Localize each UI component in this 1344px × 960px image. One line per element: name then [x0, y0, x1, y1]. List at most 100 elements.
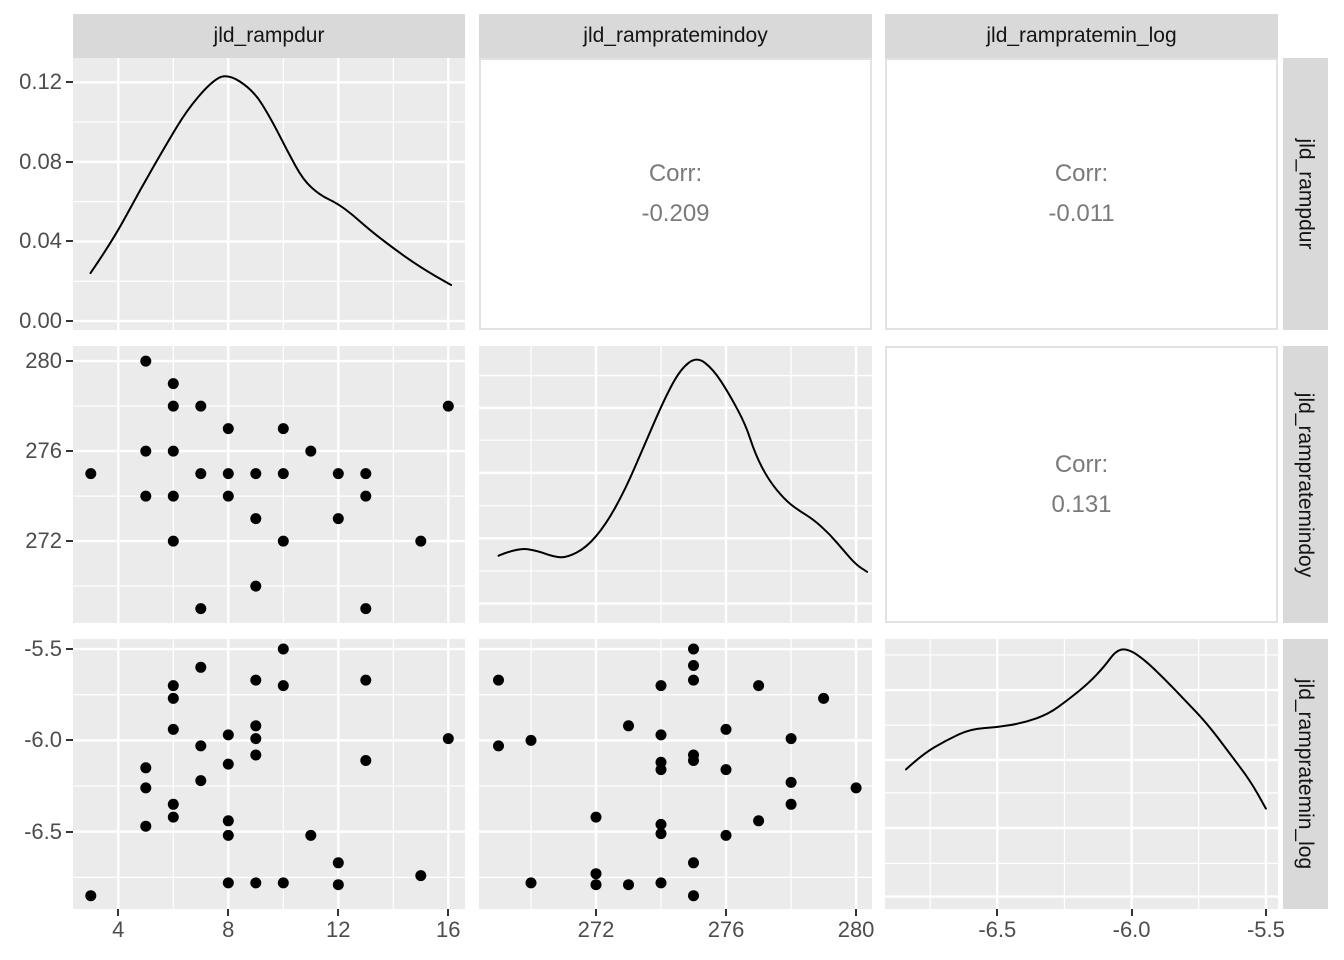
scatter-point [167, 445, 179, 457]
panel-canvas-r3c2 [479, 639, 872, 909]
x-tick-label: -5.5 [1246, 917, 1285, 942]
scatter-point [655, 680, 667, 692]
panel-density-jld_rampdur [73, 58, 465, 330]
scatter-point [222, 729, 234, 741]
x-tick-label: -6.5 [978, 917, 1017, 942]
scatter-point [195, 775, 207, 787]
scatter-point [305, 829, 317, 841]
column-strip-label: jld_rampratemin_log [986, 24, 1177, 47]
scatter-point [623, 879, 634, 891]
scatter-point [140, 490, 152, 502]
scatter-point [753, 815, 765, 827]
y-tick-label: -6.0 [24, 727, 62, 753]
scatter-point [688, 755, 699, 766]
y-tick-label: -5.5 [24, 636, 62, 662]
scatter-point [360, 490, 372, 502]
scatter-point [277, 680, 289, 692]
density-curve [89, 75, 453, 286]
scatter-point [277, 877, 289, 889]
scatter-point [140, 762, 152, 774]
scatter-point [360, 674, 372, 686]
x-tick-mark [227, 909, 230, 916]
scatter-point [688, 660, 699, 671]
scatter-point [222, 490, 234, 502]
column-strip-jld_rampratemindoy: jld_rampratemindoy [479, 14, 872, 58]
y-tick-mark [66, 739, 73, 742]
x-tick-label: -6.0 [1112, 917, 1151, 942]
scatter-point [720, 723, 732, 735]
x-tick-mark [1130, 909, 1133, 916]
y-tick-mark [66, 81, 73, 84]
density-curve [905, 648, 1267, 810]
x-tick-mark [725, 909, 728, 916]
scatter-point [167, 723, 179, 735]
scatter-point [332, 857, 344, 869]
x-tick-mark [447, 909, 450, 916]
scatter-point [753, 680, 765, 692]
scatter-point [415, 535, 427, 547]
scatter-point [655, 764, 667, 776]
scatter-point [688, 674, 699, 686]
panel-canvas-r2c2 [479, 346, 872, 623]
scatter-point [655, 828, 667, 840]
scatter-point [195, 468, 207, 480]
y-tick-label: 280 [25, 348, 62, 374]
scatter-point [85, 890, 97, 902]
scatter-point [222, 877, 234, 889]
corr-value: -0.011 [1048, 200, 1115, 227]
row-strip-jld_rampdur: jld_rampdur [1283, 58, 1328, 330]
scatter-point [277, 643, 289, 655]
x-tick-label: 4 [112, 917, 125, 942]
corr-label-group: Corr: -0.011 [1048, 162, 1114, 226]
scatter-point [167, 798, 179, 810]
scatter-point [332, 468, 344, 480]
corr-title: Corr: [648, 160, 703, 187]
row-strip-jld_rampratemin_log: jld_rampratemin_log [1283, 639, 1328, 909]
scatter-point [332, 879, 344, 891]
panel-canvas-r3c1 [73, 639, 465, 909]
corr-label-group: Corr: -0.209 [641, 162, 709, 226]
scatter-point [688, 857, 699, 869]
scatter-point [525, 734, 537, 746]
y-tick-mark [66, 648, 73, 651]
scatter-point [590, 868, 602, 880]
panel-scatter-rampratemindoy-vs-rampdur [73, 346, 465, 623]
scatter-point [140, 355, 152, 367]
row-strip-label: jld_rampdur [1294, 138, 1318, 250]
x-tick-mark [595, 909, 598, 916]
x-tick-label: 16 [436, 917, 461, 942]
scatter-point [493, 674, 504, 686]
x-tick-mark [855, 909, 858, 916]
scatter-point [442, 400, 454, 412]
scatter-point [222, 758, 234, 770]
scatter-point [195, 603, 207, 615]
scatter-point [167, 378, 179, 390]
scatter-point [222, 829, 234, 841]
y-tick-mark [66, 360, 73, 363]
scatter-point [415, 870, 427, 882]
scatter-point [720, 829, 732, 841]
scatter-point [785, 776, 797, 788]
scatter-point [590, 811, 602, 823]
y-tick-label: 0.00 [19, 308, 62, 334]
scatter-point [250, 877, 262, 889]
scatter-point [590, 879, 602, 891]
scatter-point [785, 733, 797, 745]
scatter-point [222, 468, 234, 480]
row-strip-label: jld_rampratemindoy [1294, 392, 1318, 577]
scatter-point [818, 692, 830, 704]
scatter-point [688, 643, 699, 655]
column-strip-jld_rampratemin_log: jld_rampratemin_log [885, 14, 1278, 58]
scatter-point [167, 692, 179, 704]
scatter-point [250, 674, 262, 686]
panel-corr-rampdur-rampratemindoy: Corr: -0.209 [479, 58, 872, 330]
x-tick-mark [996, 909, 999, 916]
scatter-point [250, 580, 262, 592]
scatter-point [250, 468, 262, 480]
scatter-point [720, 764, 732, 776]
corr-label-group: Corr: 0.131 [1051, 452, 1111, 517]
column-strip-jld_rampdur: jld_rampdur [73, 14, 465, 58]
y-tick-label: 272 [25, 528, 62, 554]
scatter-point [250, 720, 262, 732]
corr-title: Corr: [1054, 160, 1109, 187]
